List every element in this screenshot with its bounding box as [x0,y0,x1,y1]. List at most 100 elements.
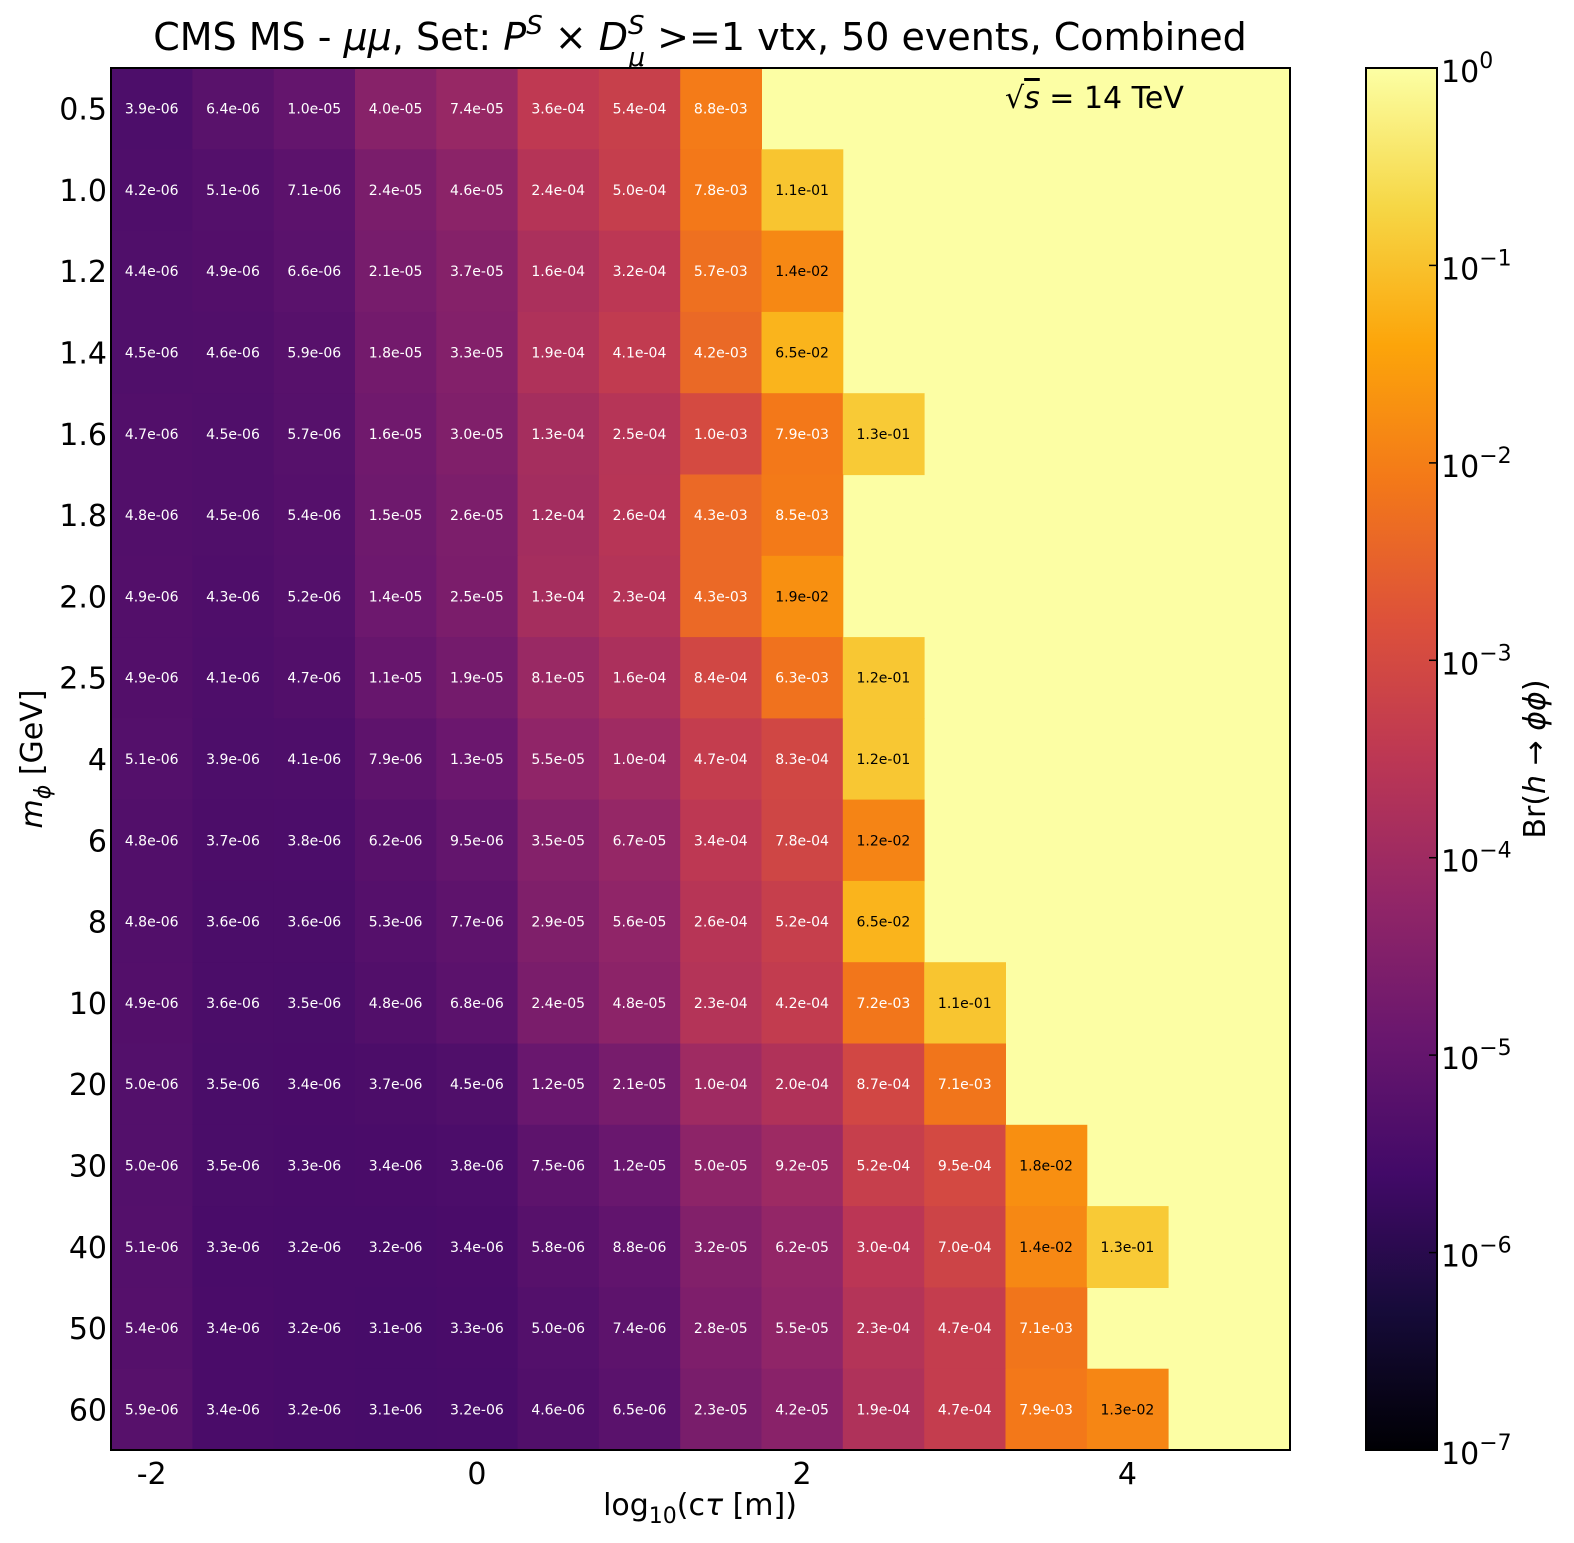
heatmap-cell [355,230,437,313]
cell-value-label: 1.5e-05 [369,508,423,524]
cell-value-label: 2.3e-05 [694,1402,748,1418]
y-tick-label: 1.8 [59,499,107,534]
heatmap-cell [598,1368,681,1451]
heatmap-cell [924,1206,1006,1288]
cell-value-label: 7.9e-03 [1019,1402,1073,1418]
heatmap-cell [436,474,519,557]
heatmap-cell [192,718,275,801]
cell-value-label: 9.5e-06 [450,833,504,849]
cell-value-label: 8.4e-04 [694,671,748,687]
cell-value-label: 4.7e-04 [694,752,748,768]
cell-value-label: 5.5e-05 [775,1321,829,1337]
y-tick-label: 60 [69,1393,107,1428]
cell-value-label: 4.6e-06 [206,346,260,362]
heatmap-cell [355,311,437,394]
cell-value-label: 9.5e-04 [938,1159,992,1175]
heatmap-cell [1086,1368,1169,1451]
cell-value-label: 5.0e-06 [125,1077,179,1093]
cell-value-label: 7.4e-06 [613,1321,667,1337]
heatmap-cell [192,1287,275,1370]
cell-value-label: 3.9e-06 [125,102,179,118]
heatmap-cell [761,230,844,313]
heatmap-cell [598,393,681,476]
y-tick-label: 1.4 [59,337,107,372]
cell-value-label: 3.6e-06 [206,996,260,1012]
cell-value-label: 4.8e-06 [125,915,179,931]
cell-value-label: 5.0e-05 [694,1159,748,1175]
heatmap-cell [273,68,356,150]
heatmap-cell [355,880,437,963]
heatmap-cell [192,1368,275,1451]
cell-value-label: 5.4e-04 [613,102,667,118]
heatmap-cell [111,718,193,801]
cell-value-label: 8.7e-04 [857,1077,911,1093]
cell-value-label: 3.3e-06 [287,1159,341,1175]
heatmap-cell [680,1368,762,1451]
heatmap-cell [273,1124,356,1207]
colorbar-tick-label: 100 [1441,49,1493,90]
cell-value-label: 2.4e-04 [531,183,585,199]
heatmap-cell [355,555,437,638]
heatmap-cell [192,474,275,557]
cell-value-label: 2.4e-05 [531,996,585,1012]
heatmap-cell [192,1206,275,1288]
heatmap-cell [192,393,275,476]
x-tick-label: 2 [793,1457,812,1492]
cell-value-label: 1.0e-05 [287,102,341,118]
cell-value-label: 1.3e-02 [1101,1402,1155,1418]
heatmap-cell [842,1124,925,1207]
heatmap-cell [192,230,275,313]
colorbar [1365,67,1438,1451]
cell-value-label: 3.4e-06 [450,1240,504,1256]
heatmap-cell [680,799,762,882]
cell-value-label: 3.2e-06 [369,1240,423,1256]
cell-value-label: 4.1e-04 [613,346,667,362]
heatmap-cell [273,1287,356,1370]
heatmap-cell [436,68,519,150]
cell-value-label: 7.1e-06 [287,183,341,199]
heatmap-cell [192,311,275,394]
heatmap-cell [1005,1368,1088,1451]
heatmap-cell [517,799,600,882]
heatmap-cell [680,68,762,150]
heatmap-cell [761,1206,844,1288]
heatmap-cell [598,637,681,719]
cell-value-label: 3.2e-04 [613,264,667,280]
cell-value-label: 4.0e-05 [369,102,423,118]
heatmap-cell [436,1368,519,1451]
cell-value-label: 3.6e-04 [531,102,585,118]
cell-value-label: 3.7e-06 [206,833,260,849]
heatmap-cell [680,230,762,313]
heatmap-cells [111,68,1290,1451]
heatmap-cell [436,1206,519,1288]
heatmap-cell [924,1043,1006,1126]
heatmap-cell [842,637,925,719]
heatmap-cell [273,1043,356,1126]
heatmap-cell [680,1287,762,1370]
cell-value-label: 7.1e-03 [1019,1321,1073,1337]
heatmap-cell [761,880,844,963]
cell-value-label: 5.8e-06 [531,1240,585,1256]
heatmap-cell [924,1287,1006,1370]
heatmap-cell [273,149,356,232]
heatmap-cell [355,1206,437,1288]
heatmap-cell [761,1368,844,1451]
cell-value-label: 1.2e-01 [857,671,911,687]
heatmap-cell [1005,1287,1088,1370]
cell-value-label: 1.3e-01 [857,427,911,443]
cell-value-label: 5.2e-04 [857,1159,911,1175]
heatmap-cell [924,1124,1006,1207]
heatmap-cell [842,799,925,882]
heatmap-cell [273,962,356,1045]
heatmap-cell [436,1043,519,1126]
heatmap-cell [517,311,600,394]
cell-value-label: 1.8e-05 [369,346,423,362]
heatmap-cell [598,230,681,313]
colorbar-tick-label: 10−3 [1441,641,1512,682]
cell-value-label: 1.9e-04 [531,346,585,362]
cell-value-label: 4.4e-06 [125,264,179,280]
heatmap-cell [355,1043,437,1126]
cell-value-label: 3.5e-06 [206,1077,260,1093]
cell-value-label: 1.3e-04 [531,589,585,605]
cell-value-label: 1.6e-04 [531,264,585,280]
